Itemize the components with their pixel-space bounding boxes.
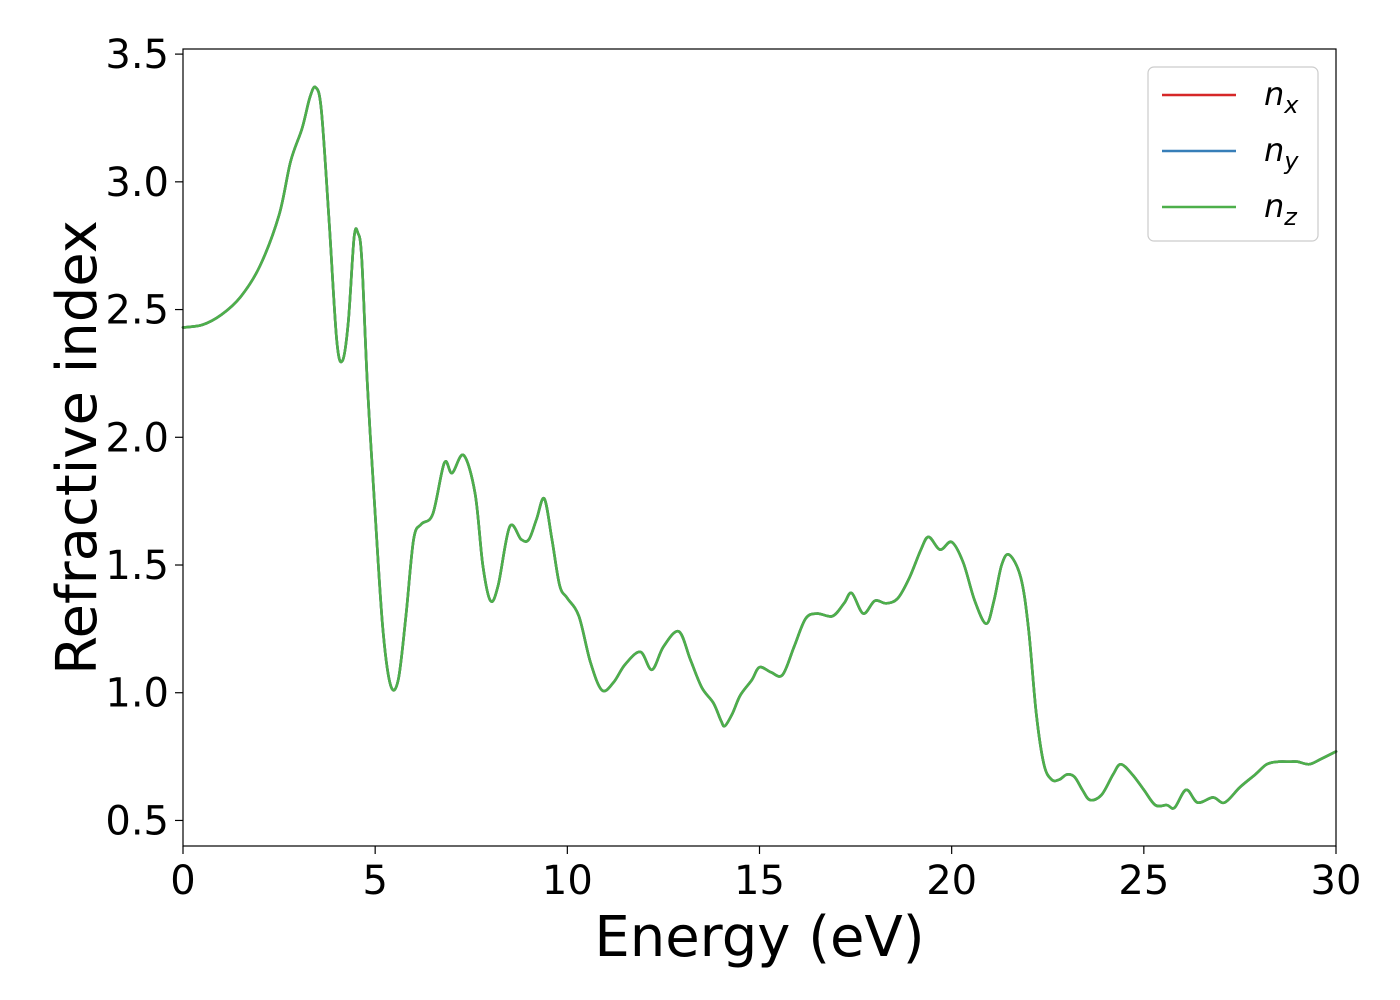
y-tick-label: 3.5 <box>105 32 169 78</box>
y-tick-label: 2.0 <box>105 415 169 461</box>
y-tick-label: 2.5 <box>105 288 169 334</box>
x-tick-label: 30 <box>1311 858 1362 904</box>
y-tick-label: 0.5 <box>105 798 169 844</box>
series-line-n-z <box>181 85 1338 810</box>
legend-label-n-x: nx <box>1264 75 1299 119</box>
x-axis-label: Energy (eV) <box>594 905 924 970</box>
y-tick-label: 1.5 <box>105 543 169 589</box>
x-tick-label: 10 <box>542 858 593 904</box>
x-tick-label: 20 <box>926 858 977 904</box>
x-tick-label: 0 <box>170 858 195 904</box>
series-layer <box>181 85 1338 810</box>
y-tick-label: 3.0 <box>105 160 169 206</box>
x-tick-label: 5 <box>362 858 387 904</box>
x-tick-label: 25 <box>1118 858 1169 904</box>
legend: nx ny nz <box>1147 66 1319 242</box>
y-axis-ticks: 0.5 1.0 1.5 2.0 2.5 3.0 3.5 <box>105 32 183 844</box>
legend-label-n-y: ny <box>1264 131 1299 175</box>
y-axis-label: Refractive index <box>45 220 110 675</box>
x-tick-label: 15 <box>734 858 785 904</box>
y-tick-label: 1.0 <box>105 671 169 717</box>
legend-label-n-z: nz <box>1264 187 1298 231</box>
legend-box <box>1147 66 1319 242</box>
x-axis-ticks: 0 5 10 15 20 25 30 <box>170 846 1361 904</box>
